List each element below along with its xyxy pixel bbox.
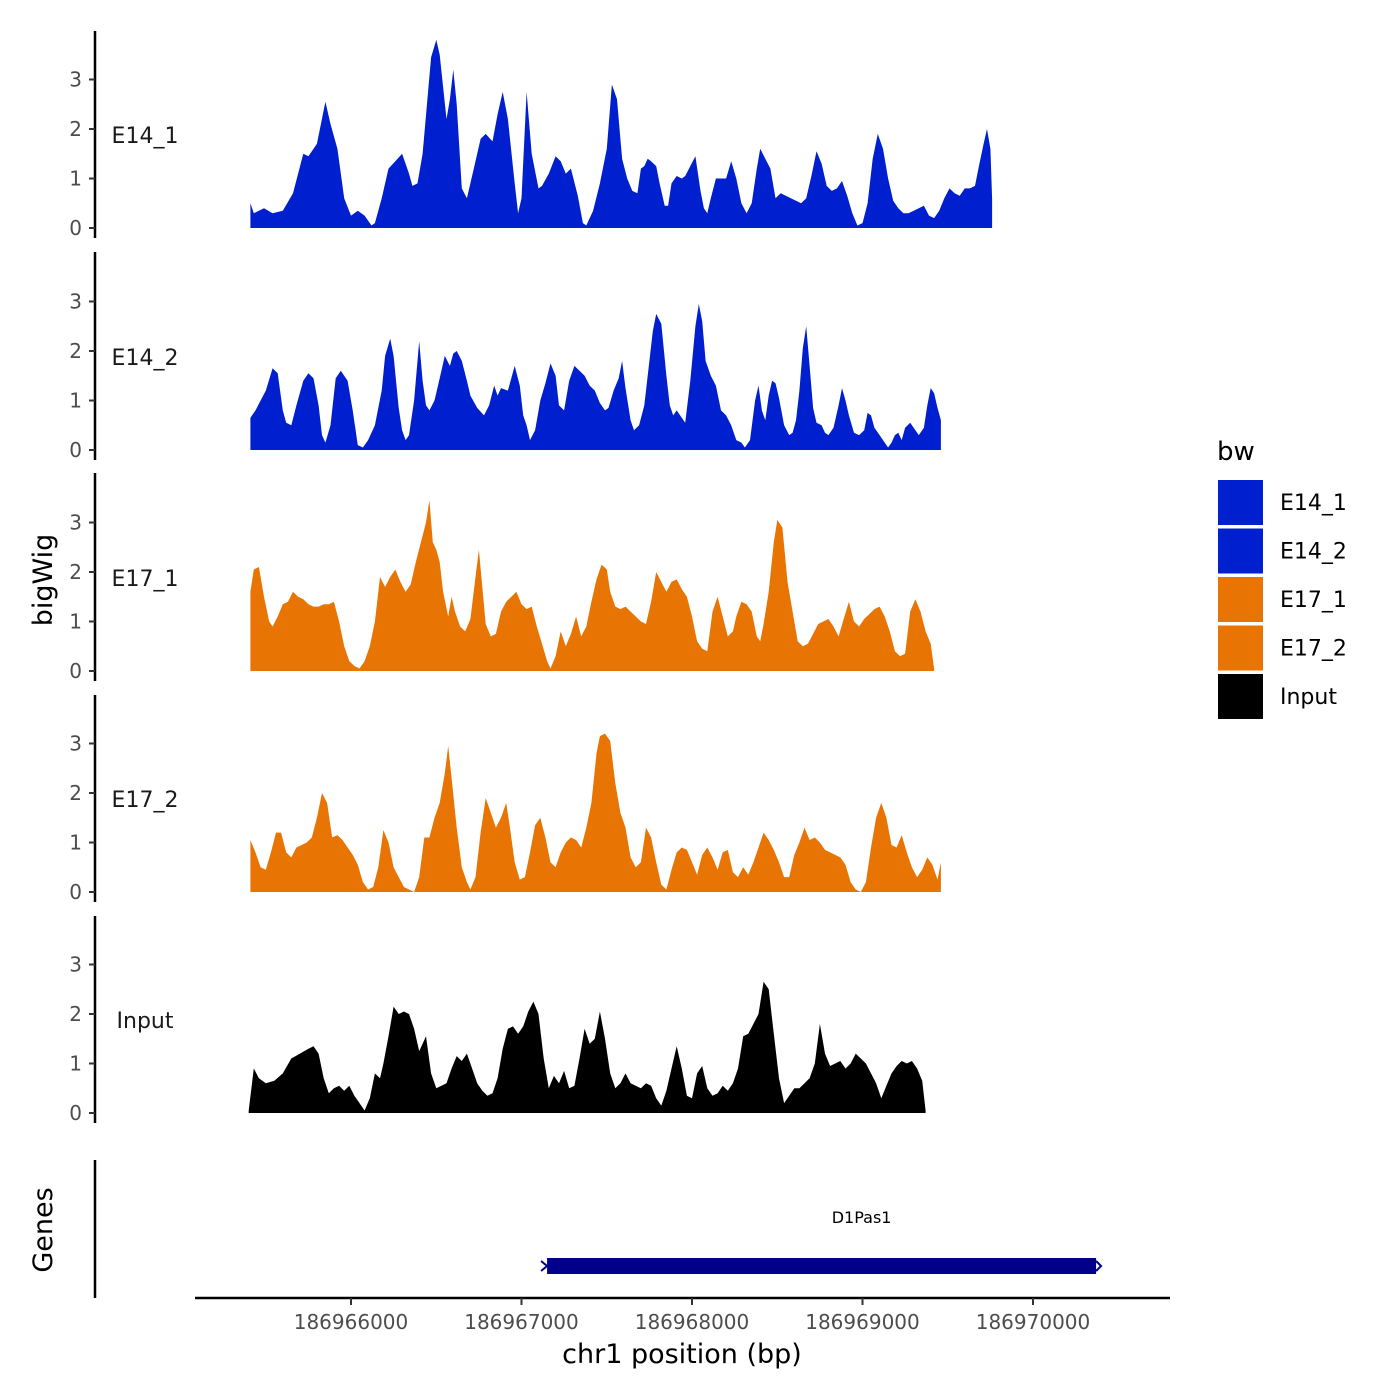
signal-area-Input	[248, 981, 926, 1113]
y-tick-label: 0	[69, 438, 82, 462]
gene-body	[547, 1258, 1097, 1274]
y-tick-label: 1	[69, 831, 82, 855]
track-label: E14_2	[112, 346, 179, 371]
x-axis-title: chr1 position (bp)	[562, 1339, 802, 1370]
y-tick-label: 2	[69, 560, 82, 584]
y-tick-label: 3	[69, 732, 82, 756]
y-tick-label: 3	[69, 953, 82, 977]
gene-label: D1Pas1	[832, 1208, 892, 1227]
gene-strand-marker	[1095, 1260, 1103, 1272]
x-tick-label: 186966000	[294, 1310, 409, 1334]
legend-key-E14_2	[1218, 528, 1263, 574]
x-axis: 186966000 186967000 186968000 186969000 1869…	[195, 1296, 1170, 1334]
x-tick-label: 186967000	[464, 1310, 579, 1334]
y-tick-label: 3	[69, 511, 82, 535]
genes-panel: D1Pas1	[93, 1160, 1103, 1298]
legend-label: E14_2	[1280, 540, 1347, 565]
legend: bw E14_1 E14_2 E17_1 E17_2 Input	[1217, 437, 1347, 719]
legend-key-E14_1	[1218, 480, 1263, 525]
y-axis-title: bigWig	[28, 534, 59, 627]
legend-title: bw	[1217, 437, 1255, 467]
legend-key-E17_2	[1218, 625, 1263, 671]
signal-area-E17_2	[250, 733, 941, 892]
legend-key-Input	[1218, 674, 1263, 719]
signal-tracks: 0 1 2 3 E14_1 0 1 2 3 E14_2 0 1 2 3 E17_1 0 1 2 3 E17_2 0 1 2 3…	[69, 31, 993, 1125]
legend-label: E17_1	[1280, 588, 1347, 613]
track-label: Input	[117, 1009, 174, 1034]
y-tick-label: 1	[69, 389, 82, 413]
y-tick-label: 2	[69, 339, 82, 363]
signal-area-E14_2	[250, 304, 941, 450]
y-tick-label: 0	[69, 1101, 82, 1125]
y-tick-label: 0	[69, 216, 82, 240]
genes-axis-title: Genes	[28, 1187, 59, 1272]
track-E17_2: 0 1 2 3 E17_2	[69, 695, 941, 904]
y-tick-label: 1	[69, 167, 82, 191]
y-tick-label: 2	[69, 117, 82, 141]
gene-strand-marker	[540, 1260, 549, 1272]
legend-key-E17_1	[1218, 577, 1263, 622]
y-tick-label: 0	[69, 880, 82, 904]
y-tick-label: 3	[69, 290, 82, 314]
track-E14_1: 0 1 2 3 E14_1	[69, 31, 993, 240]
track-label: E17_1	[112, 567, 179, 592]
x-tick-label: 186970000	[976, 1310, 1091, 1334]
track-Input: 0 1 2 3 Input	[69, 916, 926, 1125]
y-tick-label: 0	[69, 659, 82, 683]
track-label: E17_2	[112, 788, 179, 813]
y-tick-label: 3	[69, 68, 82, 92]
signal-area-E14_1	[250, 39, 993, 229]
y-tick-label: 1	[69, 610, 82, 634]
track-label: E14_1	[112, 124, 179, 149]
track-E14_2: 0 1 2 3 E14_2	[69, 252, 941, 462]
x-tick-label: 186969000	[805, 1310, 920, 1334]
legend-label: E17_2	[1280, 637, 1347, 662]
x-tick-label: 186968000	[635, 1310, 750, 1334]
legend-label: Input	[1280, 685, 1337, 710]
y-tick-label: 2	[69, 1002, 82, 1026]
y-tick-label: 2	[69, 781, 82, 805]
signal-area-E17_1	[250, 500, 935, 671]
y-tick-label: 1	[69, 1052, 82, 1076]
track-E17_1: 0 1 2 3 E17_1	[69, 473, 935, 683]
legend-label: E14_1	[1280, 491, 1347, 516]
